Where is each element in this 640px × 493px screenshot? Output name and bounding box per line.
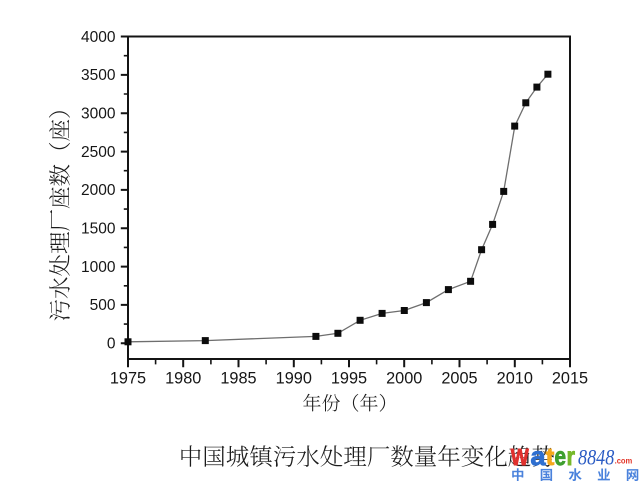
svg-text:.com: .com: [615, 456, 633, 466]
svg-text:1990: 1990: [276, 370, 312, 388]
svg-text:1995: 1995: [331, 370, 367, 388]
svg-text:0: 0: [107, 336, 116, 353]
svg-text:1980: 1980: [165, 370, 201, 388]
svg-text:2010: 2010: [497, 370, 533, 388]
svg-text:1500: 1500: [81, 221, 116, 238]
svg-text:2000: 2000: [386, 370, 422, 388]
svg-text:t: t: [546, 444, 555, 471]
svg-text:1975: 1975: [110, 370, 146, 388]
svg-text:a: a: [531, 441, 547, 471]
svg-text:2500: 2500: [81, 144, 116, 161]
svg-text:500: 500: [90, 297, 116, 314]
svg-text:3500: 3500: [81, 67, 116, 84]
svg-text:2000: 2000: [81, 182, 116, 199]
svg-text:2005: 2005: [441, 370, 477, 388]
svg-text:r: r: [567, 441, 576, 471]
svg-text:1985: 1985: [220, 370, 256, 388]
svg-text:e: e: [555, 441, 567, 471]
svg-text:4000: 4000: [81, 29, 116, 46]
svg-text:8848: 8848: [578, 445, 614, 470]
svg-text:2015: 2015: [552, 370, 588, 388]
svg-text:W: W: [511, 444, 530, 470]
svg-text:1000: 1000: [81, 259, 116, 276]
svg-text:3000: 3000: [81, 106, 116, 123]
